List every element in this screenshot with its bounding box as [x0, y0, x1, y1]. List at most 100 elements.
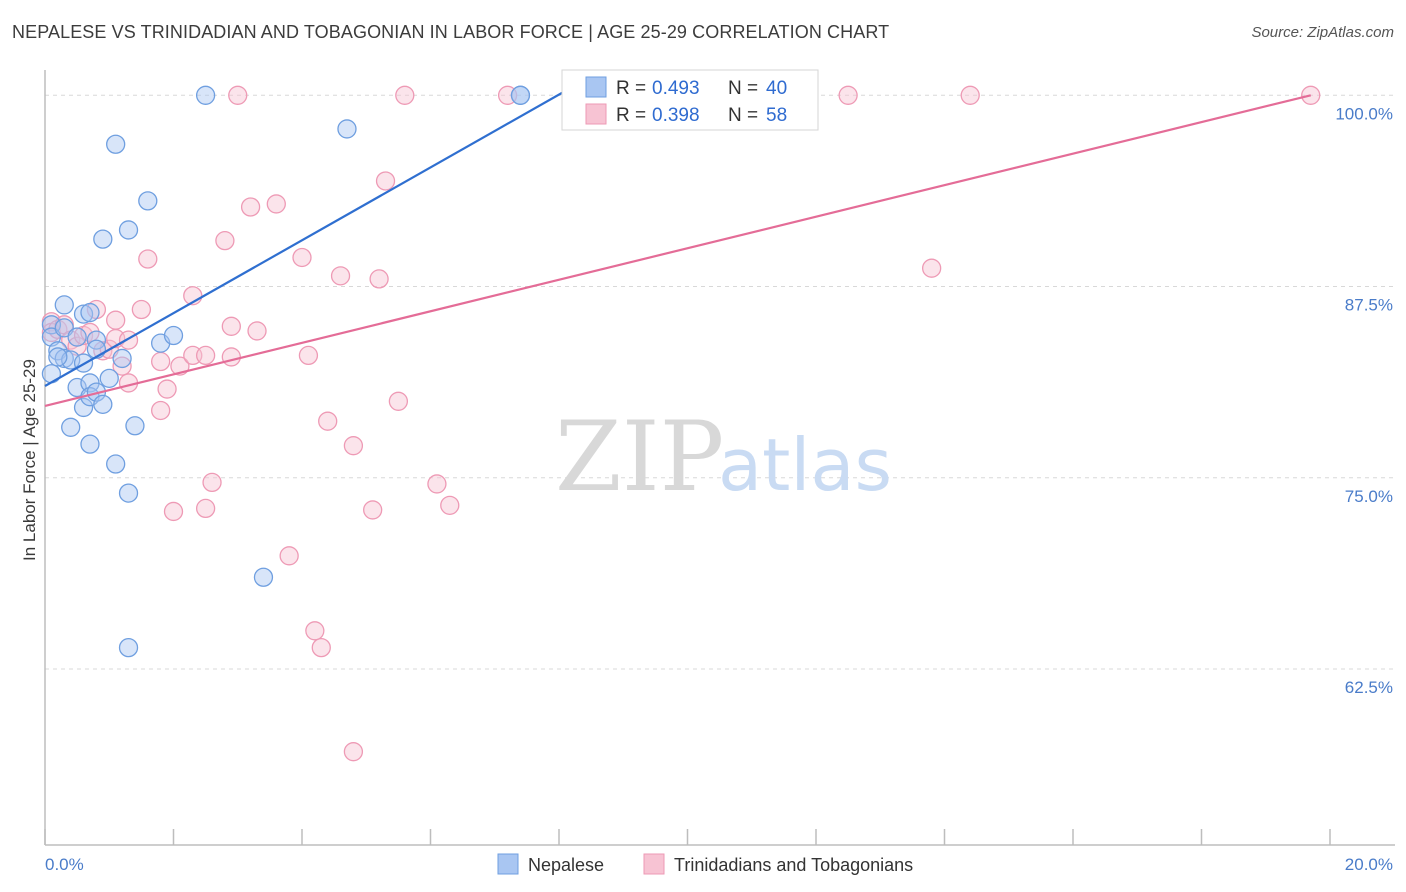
trinidadian-point [298, 345, 319, 366]
nepalese-point [163, 325, 184, 346]
trinidadian-point [112, 356, 132, 376]
x-ticks [44, 829, 1331, 845]
nepalese-trend-line [44, 79, 586, 387]
trinidadian-point [150, 400, 171, 421]
trinidadian-point [363, 500, 383, 520]
nepalese-point [99, 368, 119, 389]
trinidadian-point [118, 330, 139, 350]
trinidadian-point [228, 85, 248, 105]
legend-n-value: 40 [766, 78, 787, 99]
nepalese-point [93, 394, 113, 415]
stats-legend: R = 0.493 N = 40 R = 0.398 N = 58 [561, 69, 819, 131]
nepalese-point [337, 119, 357, 139]
trinidadian-point [343, 436, 364, 456]
y-tick-label: 100.0% [1335, 104, 1393, 123]
y-axis-label: In Labor Force | Age 25-29 [20, 359, 39, 561]
legend-r-value: 0.493 [652, 78, 700, 99]
nepalese-point [61, 417, 81, 437]
trinidadian-point [195, 345, 216, 366]
nepalese-point [138, 191, 158, 211]
trinidadian-point [215, 230, 235, 251]
watermark-atlas: atlas [718, 423, 892, 507]
trinidadian-point [292, 247, 312, 268]
nepalese-point [125, 416, 145, 436]
x-tick-labels: 0.0% 20.0% [45, 855, 1393, 874]
nepalese-point [118, 483, 139, 503]
trinidadian-point [106, 310, 126, 330]
nepalese-point [112, 348, 132, 369]
trinidadian-point [240, 197, 261, 217]
series-legend-swatch-trinidadian [643, 853, 665, 875]
trinidadian-point [427, 474, 447, 494]
nepalese-point [41, 364, 62, 384]
legend-r-value: 0.398 [652, 105, 700, 126]
nepalese-point [48, 347, 68, 367]
trinidadian-trend-line [44, 94, 1311, 407]
legend-n-label: N = [728, 105, 758, 126]
trinidadian-point [157, 379, 177, 399]
nepalese-point [195, 85, 216, 105]
trinidadian-point [131, 299, 152, 320]
trinidadian-point [369, 269, 389, 289]
legend-n-label: N = [728, 78, 758, 99]
legend-swatch-trinidadian [585, 103, 607, 125]
trinidadian-point [247, 321, 267, 341]
series-legend-label-trinidadian: Trinidadians and Tobagonians [674, 855, 913, 875]
nepalese-point [118, 637, 139, 658]
watermark-zip: ZIP [555, 401, 724, 513]
y-tick-label: 75.0% [1345, 487, 1393, 506]
nepalese-point [253, 567, 274, 587]
nepalese-point [86, 339, 107, 359]
trinidadian-point [163, 501, 184, 522]
trinidadian-point [138, 249, 158, 269]
nepalese-point [54, 348, 74, 369]
trinidadian-point [922, 258, 942, 278]
chart-title: NEPALESE VS TRINIDADIAN AND TOBAGONIAN I… [12, 22, 890, 42]
nepalese-point [118, 220, 139, 240]
trinidadian-point [343, 742, 364, 762]
trinidadian-point [388, 391, 409, 411]
x-tick-label: 0.0% [45, 855, 84, 874]
trinidadian-point [375, 171, 396, 191]
series-legend-swatch-nepalese [497, 853, 519, 875]
legend-n-value: 58 [766, 105, 787, 126]
trinidadian-point [221, 316, 241, 336]
nepalese-point [106, 134, 126, 154]
legend-r-label: R = [616, 105, 646, 126]
watermark: ZIP atlas [555, 401, 892, 513]
nepalese-point [510, 85, 531, 105]
trinidadian-point [311, 637, 331, 658]
source-label: Source: ZipAtlas.com [1251, 24, 1394, 41]
nepalese-point [80, 302, 100, 323]
nepalese-point [67, 327, 87, 347]
legend-r-label: R = [616, 78, 646, 99]
trinidadian-point [318, 411, 338, 431]
trinidadian-point [395, 85, 415, 105]
y-tick-label: 62.5% [1345, 678, 1393, 697]
x-tick-label: 20.0% [1345, 855, 1393, 874]
nepalese-point [106, 454, 126, 474]
trinidadian-point [266, 194, 286, 214]
trinidadian-point [195, 498, 216, 519]
trinidadian-point [838, 85, 858, 105]
trinidadian-point [330, 266, 351, 286]
y-tick-labels: 100.0% 87.5% 75.0% 62.5% [1335, 104, 1393, 697]
nepalese-point [54, 295, 74, 315]
trinidadian-point [960, 85, 980, 105]
trinidadian-point [221, 347, 241, 367]
nepalese-point [80, 434, 100, 454]
trinidadian-point [279, 546, 299, 566]
y-tick-label: 87.5% [1345, 296, 1393, 315]
trinidadian-point [202, 472, 222, 493]
axes [44, 70, 1395, 846]
trend-lines [44, 79, 1311, 407]
nepalese-point [73, 304, 94, 324]
legend-swatch-nepalese [585, 76, 607, 98]
trinidadian-point [305, 621, 325, 641]
nepalese-point [73, 397, 94, 418]
trinidadian-point [150, 351, 171, 372]
series-legend-label-nepalese: Nepalese [528, 855, 604, 875]
series-legend: Nepalese Trinidadians and Tobagonians [497, 853, 913, 875]
trinidadian-point [440, 495, 460, 515]
